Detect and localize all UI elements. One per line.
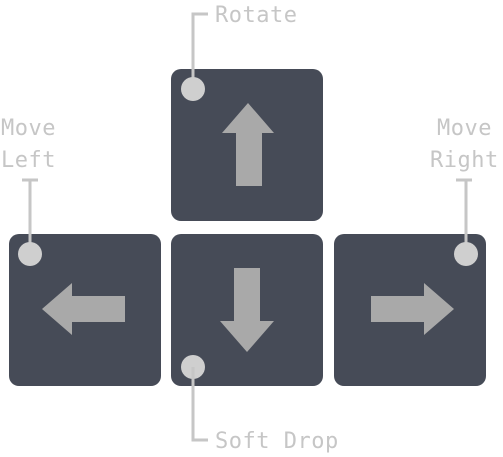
callout-rotate-dot: [181, 77, 205, 101]
arrow-right-icon: [371, 283, 454, 335]
arrow-up-icon: [222, 103, 274, 186]
callout-move-right-dot: [454, 242, 478, 266]
callout-move-left-label-line1: Move: [1, 116, 56, 141]
callout-move-right-label-line1: Move: [437, 116, 492, 141]
callout-move-left: Move Left: [1, 116, 56, 266]
callout-rotate: Rotate: [181, 3, 297, 101]
arrow-left-icon: [42, 283, 125, 335]
callout-move-left-label-line2: Left: [1, 148, 56, 173]
arrow-down-icon: [220, 268, 274, 352]
key-down: [171, 234, 323, 386]
callout-soft-drop-label: Soft Drop: [215, 429, 339, 454]
callout-move-right: Move Right: [430, 116, 499, 266]
callout-move-right-label-line2: Right: [430, 148, 499, 173]
callout-move-left-dot: [18, 242, 42, 266]
key-right: [334, 234, 486, 386]
key-up: [171, 69, 323, 221]
callout-rotate-label: Rotate: [215, 3, 297, 28]
key-left: [9, 234, 161, 386]
callout-soft-drop: Soft Drop: [181, 355, 339, 454]
